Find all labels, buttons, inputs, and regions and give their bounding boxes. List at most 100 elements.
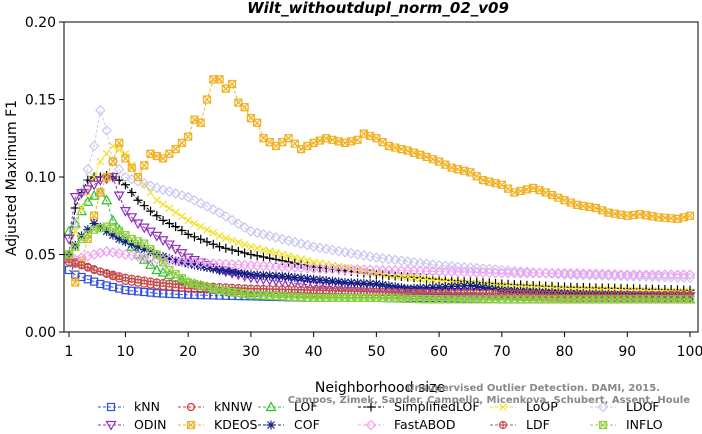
data-point xyxy=(226,214,238,226)
watermark-line-1: Unsupervised Outlier Detection. DAMI, 20… xyxy=(406,383,660,394)
data-point xyxy=(215,291,224,300)
data-point xyxy=(157,184,169,196)
data-point xyxy=(289,236,301,248)
data-point xyxy=(89,277,99,286)
y-tick-label: 0.10 xyxy=(25,170,56,186)
data-point xyxy=(246,250,256,259)
data-point xyxy=(221,243,231,253)
legend-item-LoOP: LoOP xyxy=(490,399,558,414)
legend-item-SimplifiedLOF: SimplifiedLOF xyxy=(358,399,480,414)
data-point xyxy=(95,247,106,259)
data-point xyxy=(69,218,81,229)
x-tick-label: 10 xyxy=(117,344,135,360)
data-point xyxy=(113,191,125,202)
watermark-line-2: Campos, Zimek, Sander, Campello, Micenko… xyxy=(288,395,690,406)
legend: kNN kNNW LOF SimplifiedLOF LoOP LDOF ODIN KDEOS… xyxy=(98,399,663,432)
data-point xyxy=(164,254,174,264)
data-point xyxy=(253,244,262,253)
data-point xyxy=(352,248,363,260)
data-point xyxy=(227,267,237,277)
data-point xyxy=(215,265,225,275)
data-point xyxy=(121,286,130,295)
data-point xyxy=(428,282,438,292)
data-point xyxy=(189,194,200,206)
data-point xyxy=(83,225,93,235)
legend-marker xyxy=(186,402,196,412)
data-point xyxy=(76,189,88,199)
data-point xyxy=(303,256,312,265)
data-point xyxy=(196,291,205,300)
data-point xyxy=(270,232,282,243)
data-point xyxy=(453,281,463,291)
data-point xyxy=(183,229,193,239)
data-point xyxy=(346,278,356,288)
data-point xyxy=(108,157,118,166)
data-point xyxy=(389,254,401,266)
data-point xyxy=(88,249,100,260)
data-point xyxy=(102,172,111,182)
data-point xyxy=(207,204,219,215)
data-point xyxy=(484,283,494,293)
data-point xyxy=(120,249,131,260)
legend-label: COF xyxy=(294,417,320,432)
data-point xyxy=(101,194,113,205)
data-point xyxy=(170,255,181,267)
data-point xyxy=(96,279,105,289)
legend-item-INFLO: INFLO xyxy=(590,417,663,432)
data-point xyxy=(120,237,130,247)
data-point xyxy=(321,276,331,286)
data-point xyxy=(277,256,287,266)
data-point xyxy=(240,103,249,112)
data-point xyxy=(89,219,99,228)
data-point xyxy=(146,288,155,297)
data-point xyxy=(276,233,288,245)
legend-marker xyxy=(366,402,376,412)
data-point xyxy=(139,201,149,211)
data-point xyxy=(309,258,318,267)
data-point xyxy=(152,289,161,298)
data-point xyxy=(159,200,168,209)
data-point xyxy=(246,270,256,280)
data-point xyxy=(107,214,119,225)
data-point xyxy=(220,211,232,222)
series-LDF xyxy=(64,258,695,299)
data-point xyxy=(428,276,437,284)
data-point xyxy=(685,295,695,304)
data-point xyxy=(239,222,250,233)
x-axis-label: Neighborhood size xyxy=(315,380,445,396)
data-point xyxy=(171,222,181,232)
data-point xyxy=(272,249,280,257)
legend-item-KDEOS: KDEOS xyxy=(178,417,258,432)
data-point xyxy=(315,275,325,285)
data-point xyxy=(107,247,119,258)
data-point xyxy=(133,195,143,205)
data-point xyxy=(459,281,469,291)
legend-marker xyxy=(598,420,608,430)
legend-label: SimplifiedLOF xyxy=(394,399,480,414)
x-tick-label: 90 xyxy=(618,344,636,360)
legend-item-LOF: LOF xyxy=(258,399,318,414)
x-tick-label: 70 xyxy=(493,344,511,360)
data-point xyxy=(138,251,150,263)
data-point xyxy=(327,244,338,256)
data-point xyxy=(447,281,457,291)
data-point xyxy=(170,188,181,199)
data-point xyxy=(89,211,99,220)
data-point xyxy=(190,219,199,228)
data-point xyxy=(209,228,218,237)
data-point xyxy=(472,281,482,291)
data-point xyxy=(265,271,275,281)
data-point xyxy=(246,242,255,251)
data-point xyxy=(82,163,94,175)
data-point xyxy=(371,252,382,263)
legend-item-COF: COF xyxy=(258,417,320,432)
data-point xyxy=(377,253,388,264)
data-point xyxy=(152,250,161,259)
data-point xyxy=(132,251,144,262)
legend-label: ODIN xyxy=(134,417,167,432)
legend-marker xyxy=(365,419,377,431)
data-point xyxy=(146,188,155,197)
data-point xyxy=(82,185,94,196)
data-point xyxy=(182,191,194,203)
